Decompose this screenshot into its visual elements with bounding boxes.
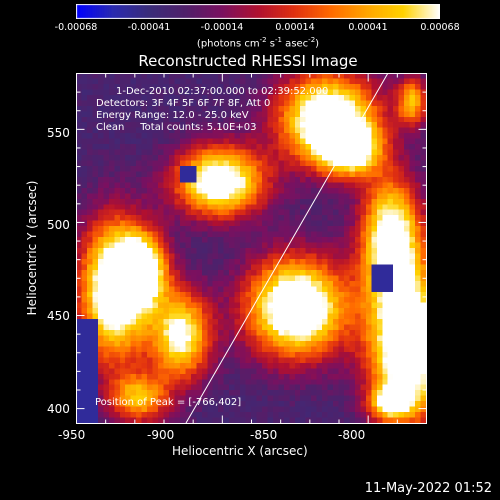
x-axis-label: Heliocentric X (arcsec) [172,444,308,458]
colorbar-tick-label: -0.00014 [200,22,244,33]
x-tick-label: -800 [338,428,366,442]
annotation-peak-position: Position of Peak = [-766,402] [95,397,242,408]
colorbar-tick-label: 0.00041 [348,22,388,33]
annotation-time-range: 1-Dec-2010 02:37:00.000 to 02:39:52.000 [116,86,329,97]
annotation-energy: Energy Range: 12.0 - 25.0 keV [96,110,249,121]
x-tick-label: -900 [147,428,175,442]
timestamp: 11-May-2022 01:52 [364,481,492,496]
y-tick-label: 400 [47,402,70,416]
image-plot: 1-Dec-2010 02:37:00.000 to 02:39:52.000 … [76,73,426,423]
colorbar-unit: (photons cm-2 s-1 asec-2) [196,36,320,50]
x-tick-label: -850 [250,428,278,442]
colorbar-ticks: -0.00068 -0.00041 -0.00014 0.00014 0.000… [0,0,500,60]
y-tick-label: 500 [47,218,70,232]
y-tick-label: 450 [47,309,70,323]
colorbar-tick-label: -0.00041 [127,22,171,33]
annotation-detectors: Detectors: 3F 4F 5F 6F 7F 8F, Att 0 [96,98,271,109]
annotation-clean: Clean Total counts: 5.10E+03 [96,122,257,133]
y-axis-label: Heliocentric Y (arcsec) [25,180,39,316]
y-tick-label: 550 [47,126,70,140]
colorbar [76,4,440,19]
plot-title: Reconstructed RHESSI Image [138,52,358,70]
x-tick-label: -950 [58,428,86,442]
colorbar-tick-label: 0.00068 [420,22,460,33]
colorbar-tick-label: -0.00068 [54,22,98,33]
colorbar-tick-label: 0.00014 [275,22,315,33]
